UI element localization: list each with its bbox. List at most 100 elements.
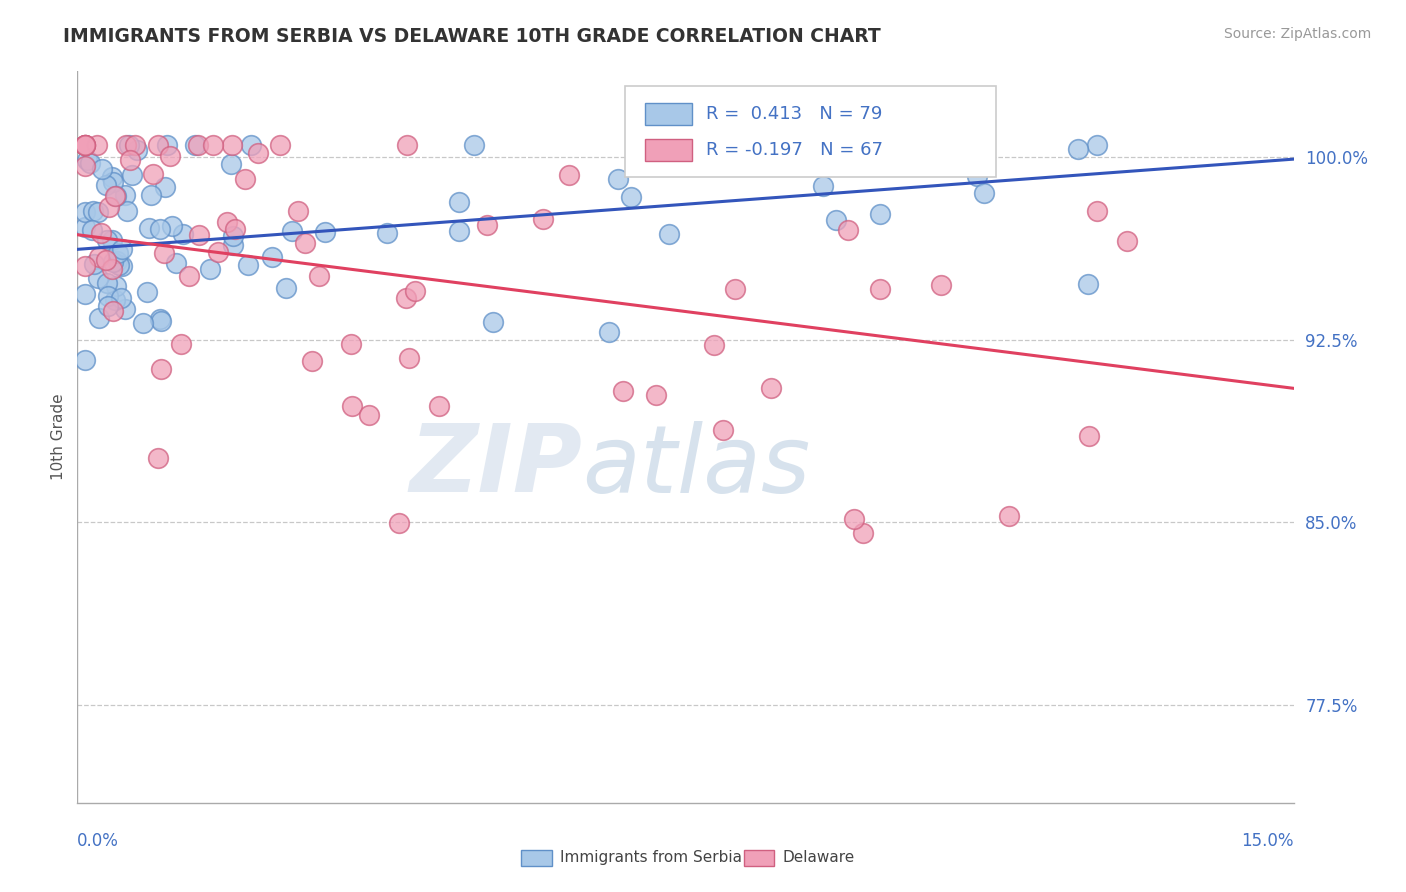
Point <box>107 246 129 260</box>
Point <box>82 204 104 219</box>
Point <box>75 219 97 234</box>
Point <box>280 224 302 238</box>
Point <box>159 148 181 162</box>
Point <box>177 268 200 283</box>
Point <box>101 170 124 185</box>
FancyBboxPatch shape <box>624 86 995 178</box>
Point <box>1078 429 1101 443</box>
Point <box>104 189 127 203</box>
Point <box>131 316 153 330</box>
Point <box>117 203 139 218</box>
Point <box>139 187 162 202</box>
Point <box>398 351 420 366</box>
Point <box>340 336 363 351</box>
Point <box>188 227 211 242</box>
Point <box>558 168 581 182</box>
Point <box>531 212 554 227</box>
Point <box>1077 277 1099 292</box>
Point <box>238 259 260 273</box>
Point <box>108 258 131 272</box>
Point <box>101 175 124 189</box>
Point <box>869 282 891 296</box>
Y-axis label: 10th Grade: 10th Grade <box>51 393 66 481</box>
Point <box>247 146 270 161</box>
Point <box>111 242 134 256</box>
Point <box>86 204 108 219</box>
Point <box>105 254 128 268</box>
Point <box>75 352 97 367</box>
Point <box>110 291 132 305</box>
Text: Immigrants from Serbia: Immigrants from Serbia <box>560 850 742 865</box>
Point <box>125 143 148 157</box>
Point <box>260 251 283 265</box>
Point <box>94 178 117 192</box>
Point <box>481 314 503 328</box>
Point <box>724 137 747 152</box>
Point <box>477 219 499 233</box>
Point <box>172 227 194 241</box>
Point <box>222 238 245 252</box>
Point <box>149 314 172 328</box>
Point <box>838 137 860 152</box>
Point <box>703 338 725 352</box>
Point <box>94 252 117 267</box>
Point <box>146 137 169 152</box>
Text: R = -0.197   N = 67: R = -0.197 N = 67 <box>706 141 883 160</box>
Point <box>114 301 136 316</box>
Point <box>233 171 256 186</box>
Point <box>115 137 138 152</box>
Point <box>837 223 859 237</box>
Point <box>308 269 330 284</box>
Point <box>598 325 620 339</box>
Point <box>759 381 782 395</box>
Text: R =  0.413   N = 79: R = 0.413 N = 79 <box>706 104 883 123</box>
Point <box>340 399 363 413</box>
Point <box>105 279 128 293</box>
Point <box>711 423 734 437</box>
Point <box>75 259 97 273</box>
Point <box>135 285 157 300</box>
Point <box>75 137 97 152</box>
Bar <box>744 850 775 866</box>
Point <box>447 194 470 209</box>
Point <box>156 137 179 152</box>
Point <box>274 281 297 295</box>
Point <box>404 284 426 298</box>
Point <box>124 137 146 152</box>
Point <box>138 221 160 235</box>
Point <box>612 384 634 399</box>
Point <box>644 388 666 402</box>
Point <box>96 233 118 247</box>
Point <box>269 137 291 152</box>
Point <box>463 137 485 152</box>
Point <box>75 287 97 301</box>
Point <box>96 276 118 290</box>
Text: IMMIGRANTS FROM SERBIA VS DELAWARE 10TH GRADE CORRELATION CHART: IMMIGRANTS FROM SERBIA VS DELAWARE 10TH … <box>63 27 882 45</box>
Point <box>90 161 112 176</box>
Point <box>1085 204 1108 219</box>
Point <box>222 228 245 243</box>
Point <box>620 190 643 204</box>
Point <box>170 337 193 351</box>
Point <box>75 137 97 152</box>
Point <box>120 153 142 167</box>
Point <box>101 233 124 247</box>
Point <box>357 408 380 422</box>
Point <box>314 225 336 239</box>
Point <box>966 169 988 184</box>
Point <box>852 525 875 540</box>
Point <box>82 222 104 236</box>
Point <box>97 200 120 214</box>
Point <box>121 168 143 182</box>
Point <box>929 278 952 293</box>
Point <box>427 399 450 413</box>
Point <box>153 180 176 194</box>
Point <box>607 171 630 186</box>
Text: ZIP: ZIP <box>409 420 582 512</box>
Point <box>75 137 97 152</box>
Point <box>148 451 170 466</box>
Point <box>217 215 239 229</box>
Point <box>842 512 865 526</box>
Point <box>103 304 125 318</box>
Point <box>973 186 995 201</box>
